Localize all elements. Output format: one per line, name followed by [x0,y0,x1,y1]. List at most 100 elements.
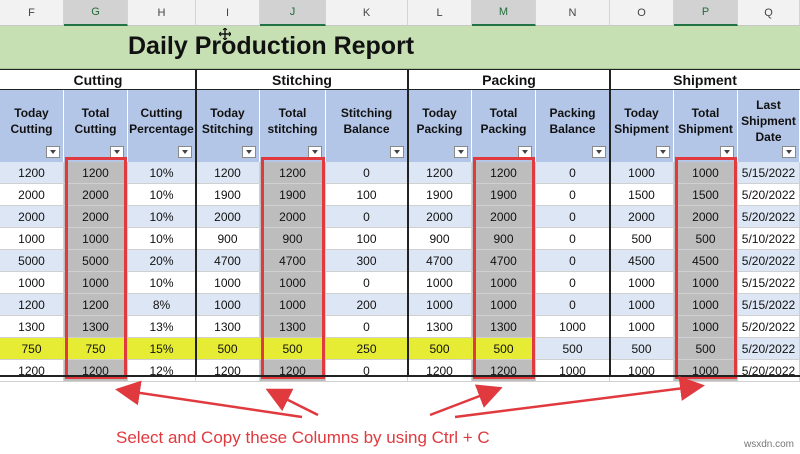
column-header-o[interactable]: O [610,0,674,26]
column-header-k[interactable]: K [326,0,408,26]
table-cell[interactable]: 1200 [196,360,260,382]
column-header-g[interactable]: G [64,0,128,26]
table-cell[interactable]: 0 [326,360,408,382]
table-cell[interactable]: 0 [326,272,408,294]
table-cell[interactable]: 1000 [472,272,536,294]
table-cell[interactable]: 1200 [408,162,472,184]
table-cell[interactable]: 1000 [610,162,674,184]
table-cell[interactable]: 2000 [472,206,536,228]
table-cell[interactable]: 750 [64,338,128,360]
table-cell[interactable]: 1000 [674,294,738,316]
table-cell[interactable]: 1300 [0,316,64,338]
table-cell[interactable]: 2000 [196,206,260,228]
table-cell[interactable]: 1000 [536,360,610,382]
table-cell[interactable]: 5/20/2022 [738,184,800,206]
column-header-q[interactable]: Q [738,0,800,26]
table-cell[interactable]: 1300 [260,316,326,338]
table-cell[interactable]: 1000 [610,272,674,294]
table-header-cell[interactable]: Total stitching [260,90,326,162]
table-cell[interactable]: 4700 [408,250,472,272]
filter-dropdown-icon[interactable] [454,146,468,158]
table-cell[interactable]: 1900 [472,184,536,206]
table-cell[interactable]: 5000 [64,250,128,272]
table-cell[interactable]: 1000 [260,272,326,294]
table-cell[interactable]: 10% [128,162,196,184]
table-cell[interactable]: 10% [128,206,196,228]
table-cell[interactable]: 500 [472,338,536,360]
filter-dropdown-icon[interactable] [782,146,796,158]
table-cell[interactable]: 100 [326,184,408,206]
table-cell[interactable]: 1200 [64,294,128,316]
table-cell[interactable]: 1000 [674,316,738,338]
table-cell[interactable]: 200 [326,294,408,316]
column-header-l[interactable]: L [408,0,472,26]
table-cell[interactable]: 4500 [610,250,674,272]
table-header-cell[interactable]: Last Shipment Date [738,90,800,162]
table-cell[interactable]: 4500 [674,250,738,272]
table-cell[interactable]: 0 [536,272,610,294]
table-cell[interactable]: 4700 [260,250,326,272]
table-cell[interactable]: 5/20/2022 [738,250,800,272]
table-cell[interactable]: 900 [472,228,536,250]
table-cell[interactable]: 0 [326,206,408,228]
table-cell[interactable]: 1200 [0,294,64,316]
table-cell[interactable]: 1000 [64,272,128,294]
table-cell[interactable]: 5/15/2022 [738,272,800,294]
table-cell[interactable]: 2000 [0,184,64,206]
table-cell[interactable]: 0 [536,162,610,184]
table-header-cell[interactable]: Today Shipment [610,90,674,162]
table-cell[interactable]: 500 [408,338,472,360]
table-cell[interactable]: 1000 [196,294,260,316]
table-header-cell[interactable]: Cutting Percentage [128,90,196,162]
table-header-cell[interactable]: Total Cutting [64,90,128,162]
table-cell[interactable]: 500 [196,338,260,360]
table-cell[interactable]: 1900 [408,184,472,206]
table-header-cell[interactable]: Today Packing [408,90,472,162]
table-cell[interactable]: 1000 [610,294,674,316]
table-cell[interactable]: 1200 [196,162,260,184]
table-cell[interactable]: 1000 [196,272,260,294]
table-header-cell[interactable]: Packing Balance [536,90,610,162]
table-cell[interactable]: 500 [674,228,738,250]
table-cell[interactable]: 2000 [260,206,326,228]
column-header-j[interactable]: J [260,0,326,26]
table-header-cell[interactable]: Today Cutting [0,90,64,162]
table-cell[interactable]: 2000 [674,206,738,228]
column-header-n[interactable]: N [536,0,610,26]
table-cell[interactable]: 4700 [196,250,260,272]
table-cell[interactable]: 2000 [64,184,128,206]
table-cell[interactable]: 2000 [610,206,674,228]
table-cell[interactable]: 1900 [196,184,260,206]
table-cell[interactable]: 1000 [408,272,472,294]
table-cell[interactable]: 1000 [408,294,472,316]
table-cell[interactable]: 900 [260,228,326,250]
table-cell[interactable]: 12% [128,360,196,382]
table-cell[interactable]: 5/20/2022 [738,338,800,360]
table-cell[interactable]: 750 [0,338,64,360]
table-cell[interactable]: 1000 [536,316,610,338]
table-cell[interactable]: 0 [536,294,610,316]
table-cell[interactable]: 5/15/2022 [738,162,800,184]
table-cell[interactable]: 20% [128,250,196,272]
table-cell[interactable]: 1300 [472,316,536,338]
table-header-cell[interactable]: Stitching Balance [326,90,408,162]
table-cell[interactable]: 1000 [64,228,128,250]
table-cell[interactable]: 5000 [0,250,64,272]
table-cell[interactable]: 0 [536,184,610,206]
table-cell[interactable]: 10% [128,272,196,294]
table-cell[interactable]: 0 [326,316,408,338]
table-cell[interactable]: 5/15/2022 [738,294,800,316]
table-cell[interactable]: 500 [260,338,326,360]
filter-dropdown-icon[interactable] [390,146,404,158]
table-cell[interactable]: 1500 [674,184,738,206]
table-cell[interactable]: 1300 [196,316,260,338]
table-cell[interactable]: 1300 [408,316,472,338]
table-cell[interactable]: 0 [536,228,610,250]
table-cell[interactable]: 4700 [472,250,536,272]
filter-dropdown-icon[interactable] [656,146,670,158]
table-cell[interactable]: 1000 [610,360,674,382]
table-cell[interactable]: 1000 [260,294,326,316]
table-cell[interactable]: 1200 [0,360,64,382]
table-cell[interactable]: 300 [326,250,408,272]
table-cell[interactable]: 5/20/2022 [738,316,800,338]
